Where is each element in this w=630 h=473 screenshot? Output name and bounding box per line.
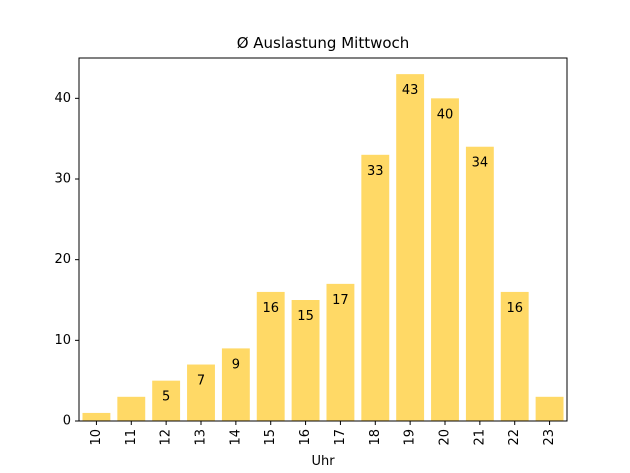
bar-16 — [291, 300, 320, 421]
x-tick-label-20: 20 — [438, 429, 453, 446]
bar-22 — [500, 291, 529, 421]
x-tick-label-10: 10 — [89, 429, 104, 446]
bar-19 — [396, 74, 425, 421]
x-tick-label-19: 19 — [403, 429, 418, 446]
bar-12 — [152, 380, 181, 421]
bar-10 — [82, 412, 111, 421]
bar-20 — [431, 98, 459, 421]
data-label-19: 43 — [402, 83, 419, 98]
x-tick-label-23: 23 — [542, 429, 557, 446]
data-label-22: 16 — [506, 301, 523, 316]
data-label-14: 9 — [232, 357, 240, 372]
bar-15 — [256, 291, 285, 421]
x-tick-label-18: 18 — [368, 429, 383, 446]
bar-11 — [117, 396, 146, 421]
x-tick-label-16: 16 — [298, 429, 313, 446]
x-tick-label-13: 13 — [194, 429, 209, 446]
x-axis: 10 11 12 13 14 15 16 17 18 19 20 21 22 23 — [89, 421, 557, 446]
data-label-13: 7 — [197, 374, 205, 389]
data-label-15: 16 — [262, 301, 279, 316]
bar-18 — [361, 154, 390, 422]
bar-14 — [221, 348, 250, 421]
x-tick-label-17: 17 — [333, 429, 348, 446]
y-tick-label-20: 20 — [54, 252, 71, 267]
bars-group: 5 7 9 16 15 17 33 43 40 34 16 — [82, 74, 564, 422]
chart-title: Ø Auslastung Mittwoch — [237, 34, 410, 52]
y-axis: 0 10 20 30 40 — [54, 91, 79, 429]
x-tick-label-11: 11 — [124, 429, 139, 446]
data-label-12: 5 — [162, 390, 170, 405]
bar-13 — [187, 364, 215, 421]
y-tick-label-40: 40 — [54, 91, 71, 106]
y-tick-label-0: 0 — [63, 414, 71, 429]
y-tick-label-30: 30 — [54, 172, 71, 187]
x-tick-label-15: 15 — [263, 429, 278, 446]
y-tick-label-10: 10 — [54, 333, 71, 348]
bar-17 — [326, 283, 355, 421]
data-label-21: 34 — [472, 156, 489, 171]
x-axis-label: Uhr — [311, 454, 335, 469]
x-tick-label-14: 14 — [228, 429, 243, 446]
bar-23 — [535, 396, 564, 421]
bar-21 — [465, 146, 494, 421]
x-tick-label-21: 21 — [472, 429, 487, 446]
data-label-17: 17 — [332, 293, 349, 308]
plot-frame — [78, 57, 568, 422]
x-tick-label-22: 22 — [507, 429, 522, 446]
data-label-18: 33 — [367, 164, 384, 179]
x-tick-label-12: 12 — [159, 429, 174, 446]
data-label-16: 15 — [297, 309, 314, 324]
data-label-20: 40 — [437, 107, 454, 122]
